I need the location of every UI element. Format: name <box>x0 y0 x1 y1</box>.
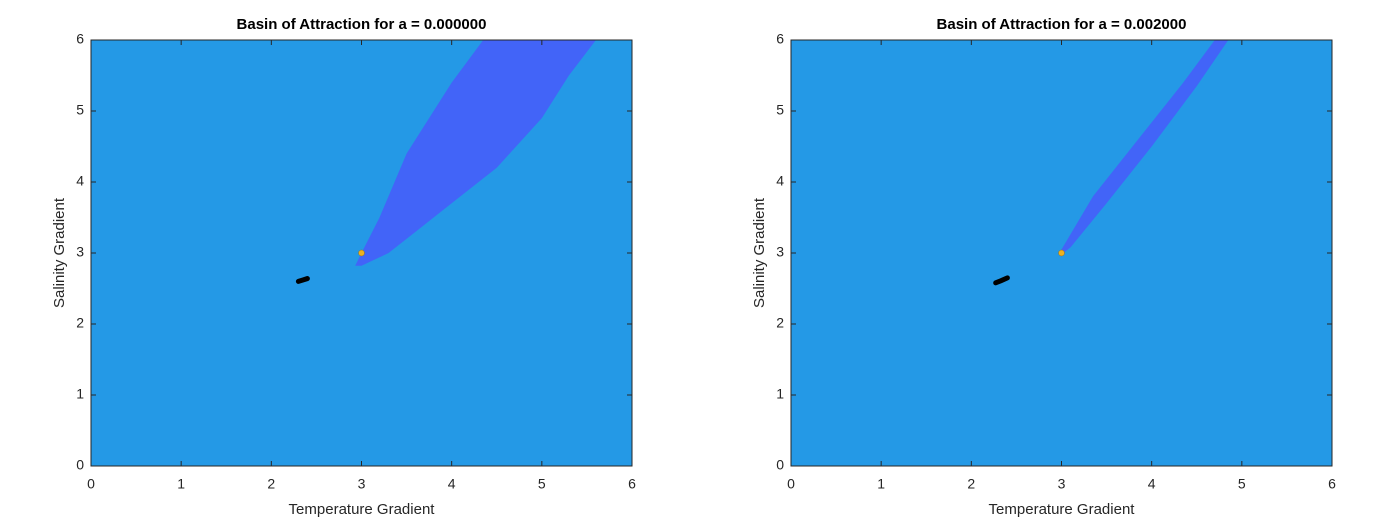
subplot: 0 1 2 3 4 5 6 0 1 2 3 4 5 6 Basin of Attraction for a … <box>751 16 1336 518</box>
x-tick-label: 2 <box>267 476 275 492</box>
y-axis-label: Salinity Gradient <box>751 197 768 308</box>
x-axis-label: Temperature Gradient <box>989 501 1136 518</box>
y-tick-label: 5 <box>76 102 84 118</box>
y-tick-label: 5 <box>776 102 784 118</box>
x-tick-label: 5 <box>538 476 546 492</box>
x-tick-label: 1 <box>177 476 185 492</box>
y-axis-label: Salinity Gradient <box>51 197 68 308</box>
basin-region <box>1061 40 1229 255</box>
x-tick-label: 6 <box>1328 476 1336 492</box>
x-tick-label: 0 <box>87 476 95 492</box>
chart-title: Basin of Attraction for a = 0.002000 <box>937 16 1187 33</box>
x-tick-label: 1 <box>877 476 885 492</box>
x-tick-label: 4 <box>448 476 456 492</box>
y-tick-label: 3 <box>776 244 784 260</box>
basin-region <box>355 40 596 266</box>
x-tick-label: 3 <box>358 476 366 492</box>
y-tick-label: 2 <box>76 315 84 331</box>
equilibrium-point <box>358 249 365 257</box>
y-tick-label: 0 <box>76 457 84 473</box>
x-tick-label: 3 <box>1058 476 1066 492</box>
y-tick-label: 0 <box>776 457 784 473</box>
y-tick-label: 4 <box>76 173 84 189</box>
y-tick-label: 3 <box>76 244 84 260</box>
y-tick-label: 1 <box>776 386 784 402</box>
trajectory <box>295 276 310 284</box>
y-tick-label: 2 <box>776 315 784 331</box>
x-axis-label: Temperature Gradient <box>289 501 436 518</box>
equilibrium-point <box>1058 249 1065 257</box>
y-tick-label: 1 <box>76 386 84 402</box>
y-tick-label: 4 <box>776 173 784 189</box>
chart-title: Basin of Attraction for a = 0.000000 <box>237 16 487 33</box>
x-tick-label: 6 <box>628 476 636 492</box>
x-tick-label: 2 <box>967 476 975 492</box>
x-tick-label: 5 <box>1238 476 1246 492</box>
y-tick-label: 6 <box>776 31 784 47</box>
subplot: 0 1 2 3 4 5 6 0 1 2 3 4 5 6 Basin of Attraction for a … <box>51 16 636 518</box>
y-tick-label: 6 <box>76 31 84 47</box>
x-tick-label: 4 <box>1148 476 1156 492</box>
trajectory <box>993 275 1010 286</box>
x-tick-label: 0 <box>787 476 795 492</box>
